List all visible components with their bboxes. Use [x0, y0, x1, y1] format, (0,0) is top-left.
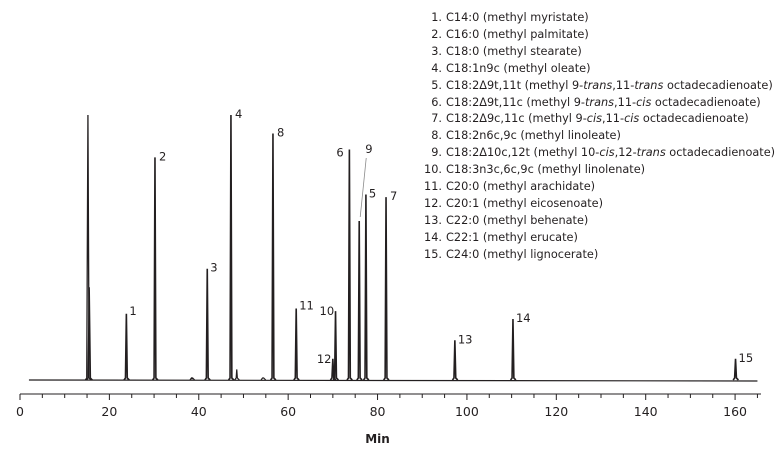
x-tick-label-140: 140 — [634, 404, 658, 419]
chromatogram-trace-layer — [28, 114, 758, 382]
legend-item-number: 15. — [424, 247, 442, 261]
legend-item-text: C20:1 (methyl eicosenoate) — [446, 196, 604, 210]
x-tick-label-80: 80 — [370, 404, 386, 419]
peak-5 — [362, 194, 370, 381]
legend-item-1: 1. C14:0 (methyl myristate) — [424, 10, 775, 27]
peak-10 — [332, 311, 339, 381]
solvent-peak-1 — [84, 114, 92, 381]
peak-13 — [451, 340, 459, 381]
legend-item-number: 7. — [431, 112, 442, 126]
peak-8 — [269, 133, 277, 381]
peak-label-7: 7 — [390, 189, 397, 203]
peak-14 — [509, 319, 517, 381]
legend-item-text: C18:2Δ9t,11t (methyl 9-trans,11-trans oc… — [446, 78, 773, 92]
peak-label-6: 6 — [336, 145, 343, 159]
legend-item-4: 4. C18:1n9c (methyl oleate) — [424, 61, 775, 78]
legend-item-number: 2. — [431, 27, 442, 41]
legend-item-number: 3. — [431, 44, 442, 58]
peak-6 — [346, 149, 353, 381]
legend-item-6: 6. C18:2Δ9t,11c (methyl 9-trans,11-cis oc… — [424, 95, 775, 112]
legend-item-text: C18:2Δ9t,11c (methyl 9-trans,11-cis octa… — [446, 95, 761, 109]
solvent-peak-2 — [86, 287, 93, 381]
legend-item-8: 8. C18:2n6c,9c (methyl linoleate) — [424, 128, 775, 145]
legend-item-number: 5. — [431, 78, 442, 92]
peak-7 — [382, 197, 390, 381]
peak-4 — [227, 114, 235, 381]
legend-item-12: 12. C20:1 (methyl eicosenoate) — [424, 196, 775, 213]
artifact-peak-1 — [189, 377, 196, 381]
artifact-peak-3 — [260, 377, 267, 381]
legend-item-number: 9. — [431, 146, 442, 160]
legend-item-3: 3. C18:0 (methyl stearate) — [424, 44, 775, 61]
legend-item-text: C16:0 (methyl palmitate) — [446, 27, 589, 41]
x-axis-ticks: 0 20 40 60 80 100 120 140 160 — [16, 394, 758, 419]
peak-label-15: 15 — [739, 351, 754, 365]
legend-item-text: C18:2n6c,9c (methyl linoleate) — [446, 129, 621, 143]
chromatogram-baseline — [28, 379, 758, 382]
peak-15 — [732, 358, 739, 381]
legend-item-number: 12. — [424, 196, 442, 210]
x-tick-label-40: 40 — [191, 404, 207, 419]
legend-item-11: 11. C20:0 (methyl arachidate) — [424, 179, 775, 196]
peak-11 — [293, 308, 300, 381]
legend-item-text: C18:3n3c,6c,9c (methyl linolenate) — [446, 163, 646, 177]
peak-1 — [123, 313, 130, 381]
legend-item-text: C18:1n9c (methyl oleate) — [446, 61, 591, 75]
x-tick-label-160: 160 — [723, 404, 747, 419]
legend-item-number: 11. — [424, 180, 442, 194]
peak-label-8: 8 — [277, 126, 284, 140]
legend-item-9: 9. C18:2Δ10c,12t (methyl 10-cis,12-trans … — [424, 145, 775, 162]
legend-item-5: 5. C18:2Δ9t,11t (methyl 9-trans,11-trans … — [424, 78, 775, 95]
legend-item-number: 14. — [424, 230, 442, 244]
peak-label-4: 4 — [235, 107, 242, 121]
legend-item-number: 1. — [431, 11, 442, 24]
x-tick-label-60: 60 — [280, 404, 296, 419]
x-axis-title: Min — [365, 432, 390, 446]
legend-item-number: 8. — [431, 129, 442, 143]
peak-label-11: 11 — [299, 298, 314, 312]
legend-item-number: 10. — [424, 163, 442, 177]
x-tick-label-100: 100 — [455, 404, 479, 419]
peak-label-3: 3 — [210, 261, 217, 275]
legend-item-text: C18:0 (methyl stearate) — [446, 44, 582, 58]
peak-2 — [151, 157, 159, 381]
x-tick-label-20: 20 — [101, 404, 117, 419]
x-tick-label-120: 120 — [544, 404, 568, 419]
peak-legend: 1. C14:0 (methyl myristate) 2. C16:0 (methy… — [424, 10, 775, 264]
legend-item-text: C18:2Δ10c,12t (methyl 10-cis,12-trans oc… — [446, 146, 776, 160]
legend-item-text: C14:0 (methyl myristate) — [446, 11, 589, 24]
legend-item-2: 2. C16:0 (methyl palmitate) — [424, 27, 775, 44]
legend-item-text: C24:0 (methyl lignocerate) — [446, 247, 599, 261]
legend-item-text: C22:0 (methyl behenate) — [446, 213, 589, 227]
legend-item-13: 13. C22:0 (methyl behenate) — [424, 213, 775, 230]
legend-item-15: 15. C24:0 (methyl lignocerate) — [424, 247, 775, 264]
peak-3 — [204, 268, 211, 381]
peak-9-leader-line — [359, 157, 367, 218]
legend-item-text: C20:0 (methyl arachidate) — [446, 180, 596, 194]
legend-item-number: 13. — [424, 213, 442, 227]
peak-label-14: 14 — [516, 311, 531, 325]
peak-label-12: 12 — [317, 352, 332, 366]
peak-9 — [356, 220, 363, 381]
legend-item-number: 6. — [431, 95, 442, 109]
peak-label-13: 13 — [458, 332, 473, 346]
peak-label-9: 9 — [365, 142, 372, 156]
legend-item-text: C22:1 (methyl erucate) — [446, 230, 578, 244]
x-tick-label-0: 0 — [16, 404, 24, 419]
peak-label-2: 2 — [159, 149, 166, 163]
legend-item-text: C18:2Δ9c,11c (methyl 9-cis,11-cis octade… — [446, 112, 749, 126]
legend-item-number: 4. — [431, 61, 442, 75]
legend-item-7: 7. C18:2Δ9c,11c (methyl 9-cis,11-cis octa… — [424, 111, 775, 128]
legend-item-10: 10. C18:3n3c,6c,9c (methyl linolenate) — [424, 162, 775, 179]
peak-label-1: 1 — [129, 304, 136, 318]
legend-item-14: 14. C22:1 (methyl erucate) — [424, 230, 775, 247]
artifact-peak-2 — [234, 369, 240, 381]
peak-label-5: 5 — [369, 187, 376, 201]
peak-label-10: 10 — [320, 304, 335, 318]
